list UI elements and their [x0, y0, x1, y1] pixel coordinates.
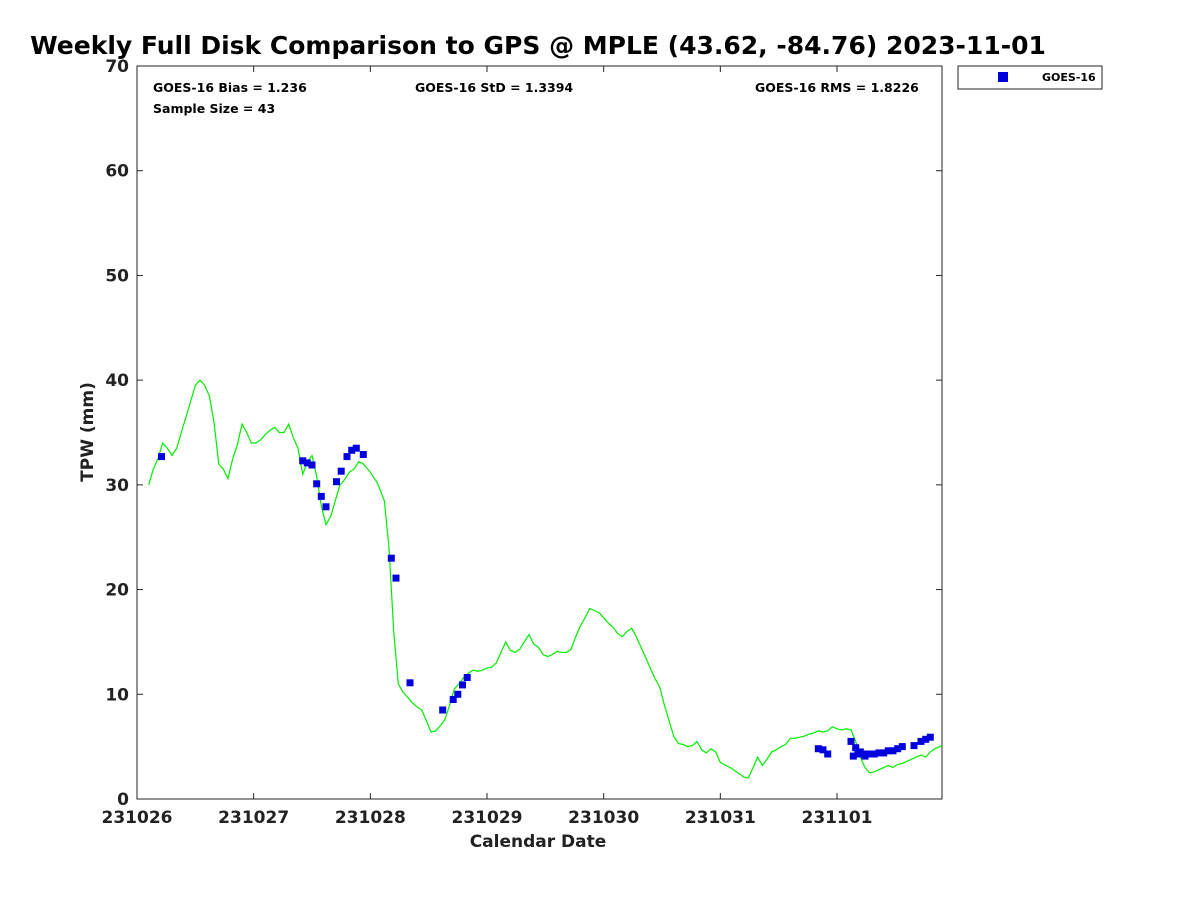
x-tick-label: 231029 [452, 808, 523, 828]
series-layer [148, 379, 943, 779]
goes16-point [856, 748, 864, 756]
x-tick-label: 231101 [802, 808, 873, 828]
legend-label-goes16: GOES-16 [1042, 71, 1096, 84]
goes16-point [463, 674, 471, 681]
y-tick-label: 60 [105, 162, 129, 182]
goes16-point [439, 706, 447, 714]
y-tick-label: 50 [105, 266, 129, 286]
goes16-point [359, 451, 367, 458]
goes16-point [459, 681, 466, 689]
y-tick-label: 10 [105, 685, 129, 705]
goes16-point [889, 747, 897, 755]
stat-std: GOES-16 StD = 1.3394 [415, 80, 573, 95]
goes16-point [313, 480, 321, 488]
goes16-point [852, 744, 860, 752]
x-tick-label: 231030 [568, 808, 639, 828]
goes16-point [308, 461, 316, 469]
goes16-point [343, 453, 351, 461]
goes16-point [387, 554, 395, 562]
y-tick-label: 20 [105, 581, 129, 601]
goes16-point [303, 459, 311, 467]
goes16-point [898, 743, 906, 751]
goes16-point [866, 750, 874, 758]
goes16-point [870, 750, 878, 758]
goes16-point [875, 749, 883, 757]
goes16-point [449, 696, 457, 703]
goes16-point [910, 742, 918, 750]
chart-title: Weekly Full Disk Comparison to GPS @ MPL… [30, 31, 1046, 60]
goes16-point [337, 467, 345, 475]
y-axis-label: TPW (mm) [78, 382, 98, 482]
goes16-point [322, 503, 330, 511]
goes16-point [926, 733, 934, 741]
goes16-point [819, 746, 827, 754]
goes16-point [884, 747, 892, 755]
goes16-point [824, 750, 832, 758]
legend: GOES-16 [957, 65, 1103, 90]
goes16-point [348, 446, 356, 454]
goes16-point [299, 457, 307, 465]
y-tick-label: 30 [105, 476, 129, 496]
legend-marker-goes16 [998, 72, 1008, 82]
goes16-point [894, 745, 902, 753]
goes16-point [352, 444, 360, 452]
goes16-point [333, 478, 340, 486]
y-tick-label: 70 [105, 57, 129, 77]
goes16-point [922, 735, 930, 743]
goes16-point [392, 574, 400, 582]
goes16-point [158, 453, 165, 461]
stat-rms: GOES-16 RMS = 1.8226 [755, 80, 919, 95]
goes16-point [406, 679, 414, 687]
x-axis-ticks: 231026 231027 231028 231029 231030 231031 2311… [102, 66, 873, 828]
plot-area [136, 65, 943, 800]
x-tick-label: 231031 [685, 808, 756, 828]
goes16-point [917, 737, 925, 745]
x-axis-label: Calendar Date [470, 832, 607, 852]
goes16-point [814, 745, 822, 753]
goes16-point [454, 690, 462, 698]
stat-bias: GOES-16 Bias = 1.236 [153, 80, 307, 95]
stat-sample-size: Sample Size = 43 [153, 101, 275, 116]
x-tick-label: 231028 [335, 808, 406, 828]
goes16-point [849, 752, 857, 760]
legend-box [957, 65, 1103, 90]
x-tick-label: 231026 [102, 808, 173, 828]
goes16-point [847, 737, 855, 745]
y-tick-label: 0 [117, 790, 129, 810]
goes16-point [317, 492, 325, 500]
goes16-point [861, 752, 869, 760]
x-tick-label: 231027 [218, 808, 289, 828]
y-axis-ticks: 0 10 20 30 40 50 60 70 [105, 57, 942, 810]
y-tick-label: 40 [105, 371, 129, 391]
goes16-point [880, 749, 888, 757]
gps-tpw-line [148, 379, 943, 779]
